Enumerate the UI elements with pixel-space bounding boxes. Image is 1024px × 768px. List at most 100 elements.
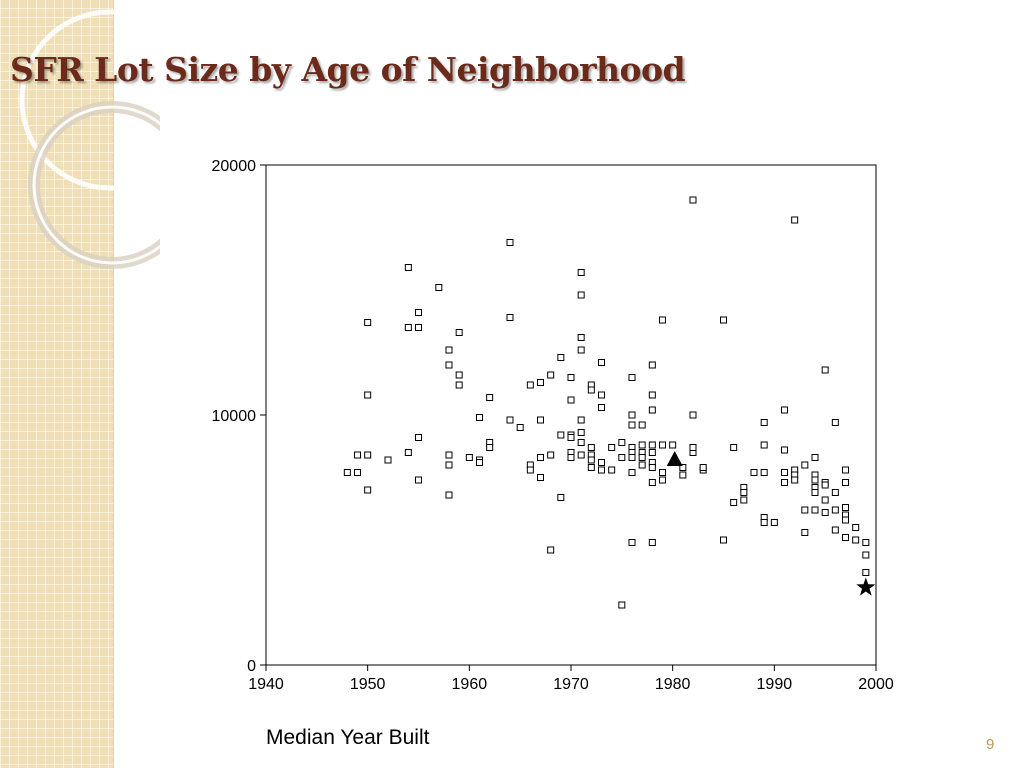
data-point	[628, 374, 636, 381]
data-point	[506, 314, 514, 321]
data-point	[608, 444, 616, 451]
data-point	[699, 464, 707, 471]
data-point	[852, 524, 860, 531]
data-point	[750, 469, 758, 476]
y-tick-label: 10000	[212, 408, 257, 425]
data-point	[831, 506, 839, 514]
data-point	[781, 446, 788, 454]
data-point	[455, 381, 463, 389]
data-point	[689, 411, 697, 419]
data-point	[364, 391, 372, 399]
data-point	[628, 454, 636, 461]
data-point	[648, 464, 656, 471]
data-point	[862, 569, 870, 576]
data-point	[760, 419, 768, 426]
data-point	[811, 489, 819, 496]
data-points	[343, 196, 876, 609]
highlight-star-point	[856, 577, 876, 596]
data-point	[516, 424, 524, 431]
data-point	[648, 391, 656, 399]
data-point	[587, 456, 595, 464]
data-point	[862, 539, 870, 546]
data-point	[811, 476, 819, 484]
data-point	[659, 469, 666, 476]
data-point	[842, 534, 849, 541]
decorative-circles	[19, 9, 160, 269]
data-point	[811, 506, 819, 514]
data-point	[689, 196, 697, 204]
data-point	[476, 414, 483, 421]
data-point	[852, 536, 860, 544]
data-point	[770, 519, 778, 526]
data-point	[577, 291, 585, 299]
x-axis: 1940 1950 1960 1970 1980 1990 2000	[248, 665, 894, 693]
data-point	[801, 461, 809, 469]
data-point	[415, 476, 422, 484]
data-point	[343, 469, 351, 476]
data-point	[648, 406, 656, 414]
data-point	[577, 439, 585, 446]
x-tick-label: 1980	[655, 676, 691, 693]
data-point	[455, 371, 463, 379]
data-point	[547, 451, 555, 459]
data-point	[557, 431, 565, 439]
data-point	[811, 454, 819, 461]
data-point	[577, 346, 585, 354]
plot-area-frame	[265, 164, 877, 666]
data-point	[781, 469, 788, 476]
data-point	[781, 479, 788, 486]
y-axis: 0 10000 20000	[212, 158, 266, 675]
data-point	[618, 439, 626, 446]
data-point	[831, 489, 839, 496]
data-point	[526, 381, 534, 389]
data-point	[760, 469, 768, 476]
data-point	[628, 421, 636, 429]
data-point	[618, 454, 626, 461]
data-point	[659, 476, 666, 484]
data-point	[415, 309, 422, 316]
data-point	[801, 529, 809, 536]
highlight-triangle-point	[666, 451, 683, 466]
data-point	[791, 476, 799, 484]
data-point	[476, 459, 483, 466]
data-point	[455, 329, 463, 336]
data-point	[842, 466, 849, 474]
x-tick-label: 1940	[248, 676, 284, 693]
data-point	[740, 496, 748, 504]
data-point	[537, 454, 544, 461]
data-point	[506, 416, 514, 424]
data-point	[577, 416, 585, 424]
data-point	[364, 451, 372, 459]
data-point	[445, 451, 453, 459]
data-point	[842, 504, 849, 511]
data-point	[821, 496, 829, 504]
data-point	[598, 391, 605, 399]
data-point	[720, 536, 727, 544]
data-point	[831, 419, 839, 426]
data-point	[638, 454, 646, 461]
data-point	[526, 466, 534, 474]
data-point	[730, 499, 738, 506]
data-point	[821, 366, 829, 374]
data-point	[486, 444, 494, 451]
data-point	[628, 469, 636, 476]
data-point	[364, 486, 372, 494]
data-point	[648, 361, 656, 369]
data-point	[354, 451, 361, 459]
data-point	[689, 444, 697, 451]
data-point	[577, 429, 585, 436]
data-point	[648, 449, 656, 456]
data-point	[791, 216, 799, 224]
data-point	[842, 516, 849, 524]
data-point	[445, 461, 453, 469]
data-point	[628, 539, 636, 546]
data-point	[567, 396, 575, 404]
data-point	[547, 371, 555, 379]
data-point	[628, 411, 636, 419]
data-point	[445, 491, 453, 499]
y-tick-label: 0	[247, 658, 256, 675]
data-point	[608, 466, 616, 474]
data-point	[587, 464, 595, 471]
data-point	[648, 441, 656, 449]
